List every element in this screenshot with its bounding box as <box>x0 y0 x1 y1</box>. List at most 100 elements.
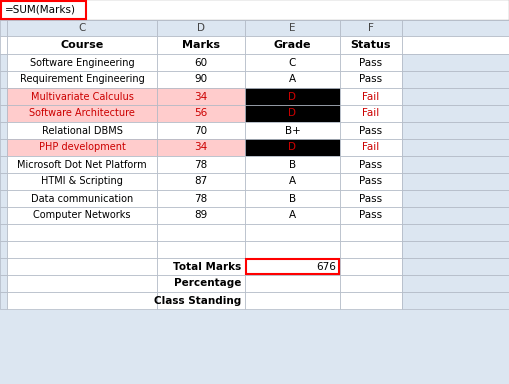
Bar <box>340 71 402 88</box>
Bar <box>0 105 7 122</box>
Bar <box>402 88 509 105</box>
Text: A: A <box>289 177 296 187</box>
Bar <box>340 105 402 122</box>
Bar <box>245 88 340 105</box>
Text: 34: 34 <box>194 91 208 101</box>
Bar <box>7 36 157 54</box>
Bar <box>157 241 245 258</box>
Bar <box>7 292 157 309</box>
Text: D: D <box>289 91 297 101</box>
Text: Multivariate Calculus: Multivariate Calculus <box>31 91 133 101</box>
Bar <box>157 224 245 241</box>
Bar <box>340 224 402 241</box>
Text: C: C <box>289 58 296 68</box>
Bar <box>157 36 245 54</box>
Bar <box>245 156 340 173</box>
Bar <box>402 139 509 156</box>
Bar <box>340 20 402 36</box>
Bar <box>0 156 7 173</box>
Bar <box>7 54 157 71</box>
Text: B: B <box>289 194 296 204</box>
Bar <box>0 0 509 20</box>
Text: C: C <box>78 23 86 33</box>
Bar <box>157 292 245 309</box>
Text: 78: 78 <box>194 159 208 169</box>
Bar <box>0 122 7 139</box>
Bar <box>402 20 509 36</box>
Bar <box>340 292 402 309</box>
Bar <box>340 36 402 54</box>
Bar <box>0 258 7 275</box>
Text: Class Standing: Class Standing <box>154 296 241 306</box>
Bar <box>0 224 7 241</box>
Bar <box>0 309 509 384</box>
Text: 90: 90 <box>194 74 208 84</box>
Bar <box>245 258 340 275</box>
Bar <box>340 88 402 105</box>
Text: Computer Networks: Computer Networks <box>33 210 131 220</box>
Bar <box>245 54 340 71</box>
Text: D: D <box>197 23 205 33</box>
Bar <box>0 241 7 258</box>
Bar <box>245 71 340 88</box>
Text: Status: Status <box>351 40 391 50</box>
Bar <box>1 1 86 19</box>
Bar <box>157 139 245 156</box>
Text: D: D <box>289 142 297 152</box>
Bar <box>7 241 157 258</box>
Bar <box>340 275 402 292</box>
Bar <box>340 241 402 258</box>
Bar <box>402 207 509 224</box>
Text: Fail: Fail <box>362 91 380 101</box>
Bar <box>7 156 157 173</box>
Bar <box>402 190 509 207</box>
Bar <box>402 71 509 88</box>
Bar <box>245 139 340 156</box>
Bar <box>402 156 509 173</box>
Bar <box>340 207 402 224</box>
Bar <box>245 207 340 224</box>
Bar <box>0 292 7 309</box>
Bar <box>86 0 509 20</box>
Bar <box>340 122 402 139</box>
Bar <box>245 36 340 54</box>
Bar <box>0 275 7 292</box>
Bar <box>157 20 245 36</box>
Text: E: E <box>289 23 296 33</box>
Text: Pass: Pass <box>359 159 383 169</box>
Bar <box>340 156 402 173</box>
Bar <box>0 88 7 105</box>
Bar <box>340 190 402 207</box>
Bar <box>7 20 157 36</box>
Bar <box>7 122 157 139</box>
Text: A: A <box>289 210 296 220</box>
Text: Course: Course <box>61 40 104 50</box>
Bar <box>245 275 340 292</box>
Bar <box>157 71 245 88</box>
Bar <box>157 88 245 105</box>
Text: Data communication: Data communication <box>31 194 133 204</box>
Text: Pass: Pass <box>359 58 383 68</box>
Text: Relational DBMS: Relational DBMS <box>42 126 123 136</box>
Bar <box>7 190 157 207</box>
Text: Grade: Grade <box>274 40 311 50</box>
Text: Software Architecture: Software Architecture <box>29 109 135 119</box>
Bar <box>245 224 340 241</box>
Text: HTMl & Scripting: HTMl & Scripting <box>41 177 123 187</box>
Text: Fail: Fail <box>362 109 380 119</box>
Bar <box>402 241 509 258</box>
Text: Pass: Pass <box>359 126 383 136</box>
Bar <box>402 224 509 241</box>
Text: 34: 34 <box>194 142 208 152</box>
Text: Requirement Engineering: Requirement Engineering <box>20 74 145 84</box>
Bar <box>0 20 7 36</box>
Bar <box>402 258 509 275</box>
Text: 676: 676 <box>316 262 336 271</box>
Bar <box>402 275 509 292</box>
Bar <box>157 258 245 275</box>
Text: Pass: Pass <box>359 194 383 204</box>
Bar <box>402 292 509 309</box>
Bar <box>0 71 7 88</box>
Text: Pass: Pass <box>359 177 383 187</box>
Text: Marks: Marks <box>182 40 220 50</box>
